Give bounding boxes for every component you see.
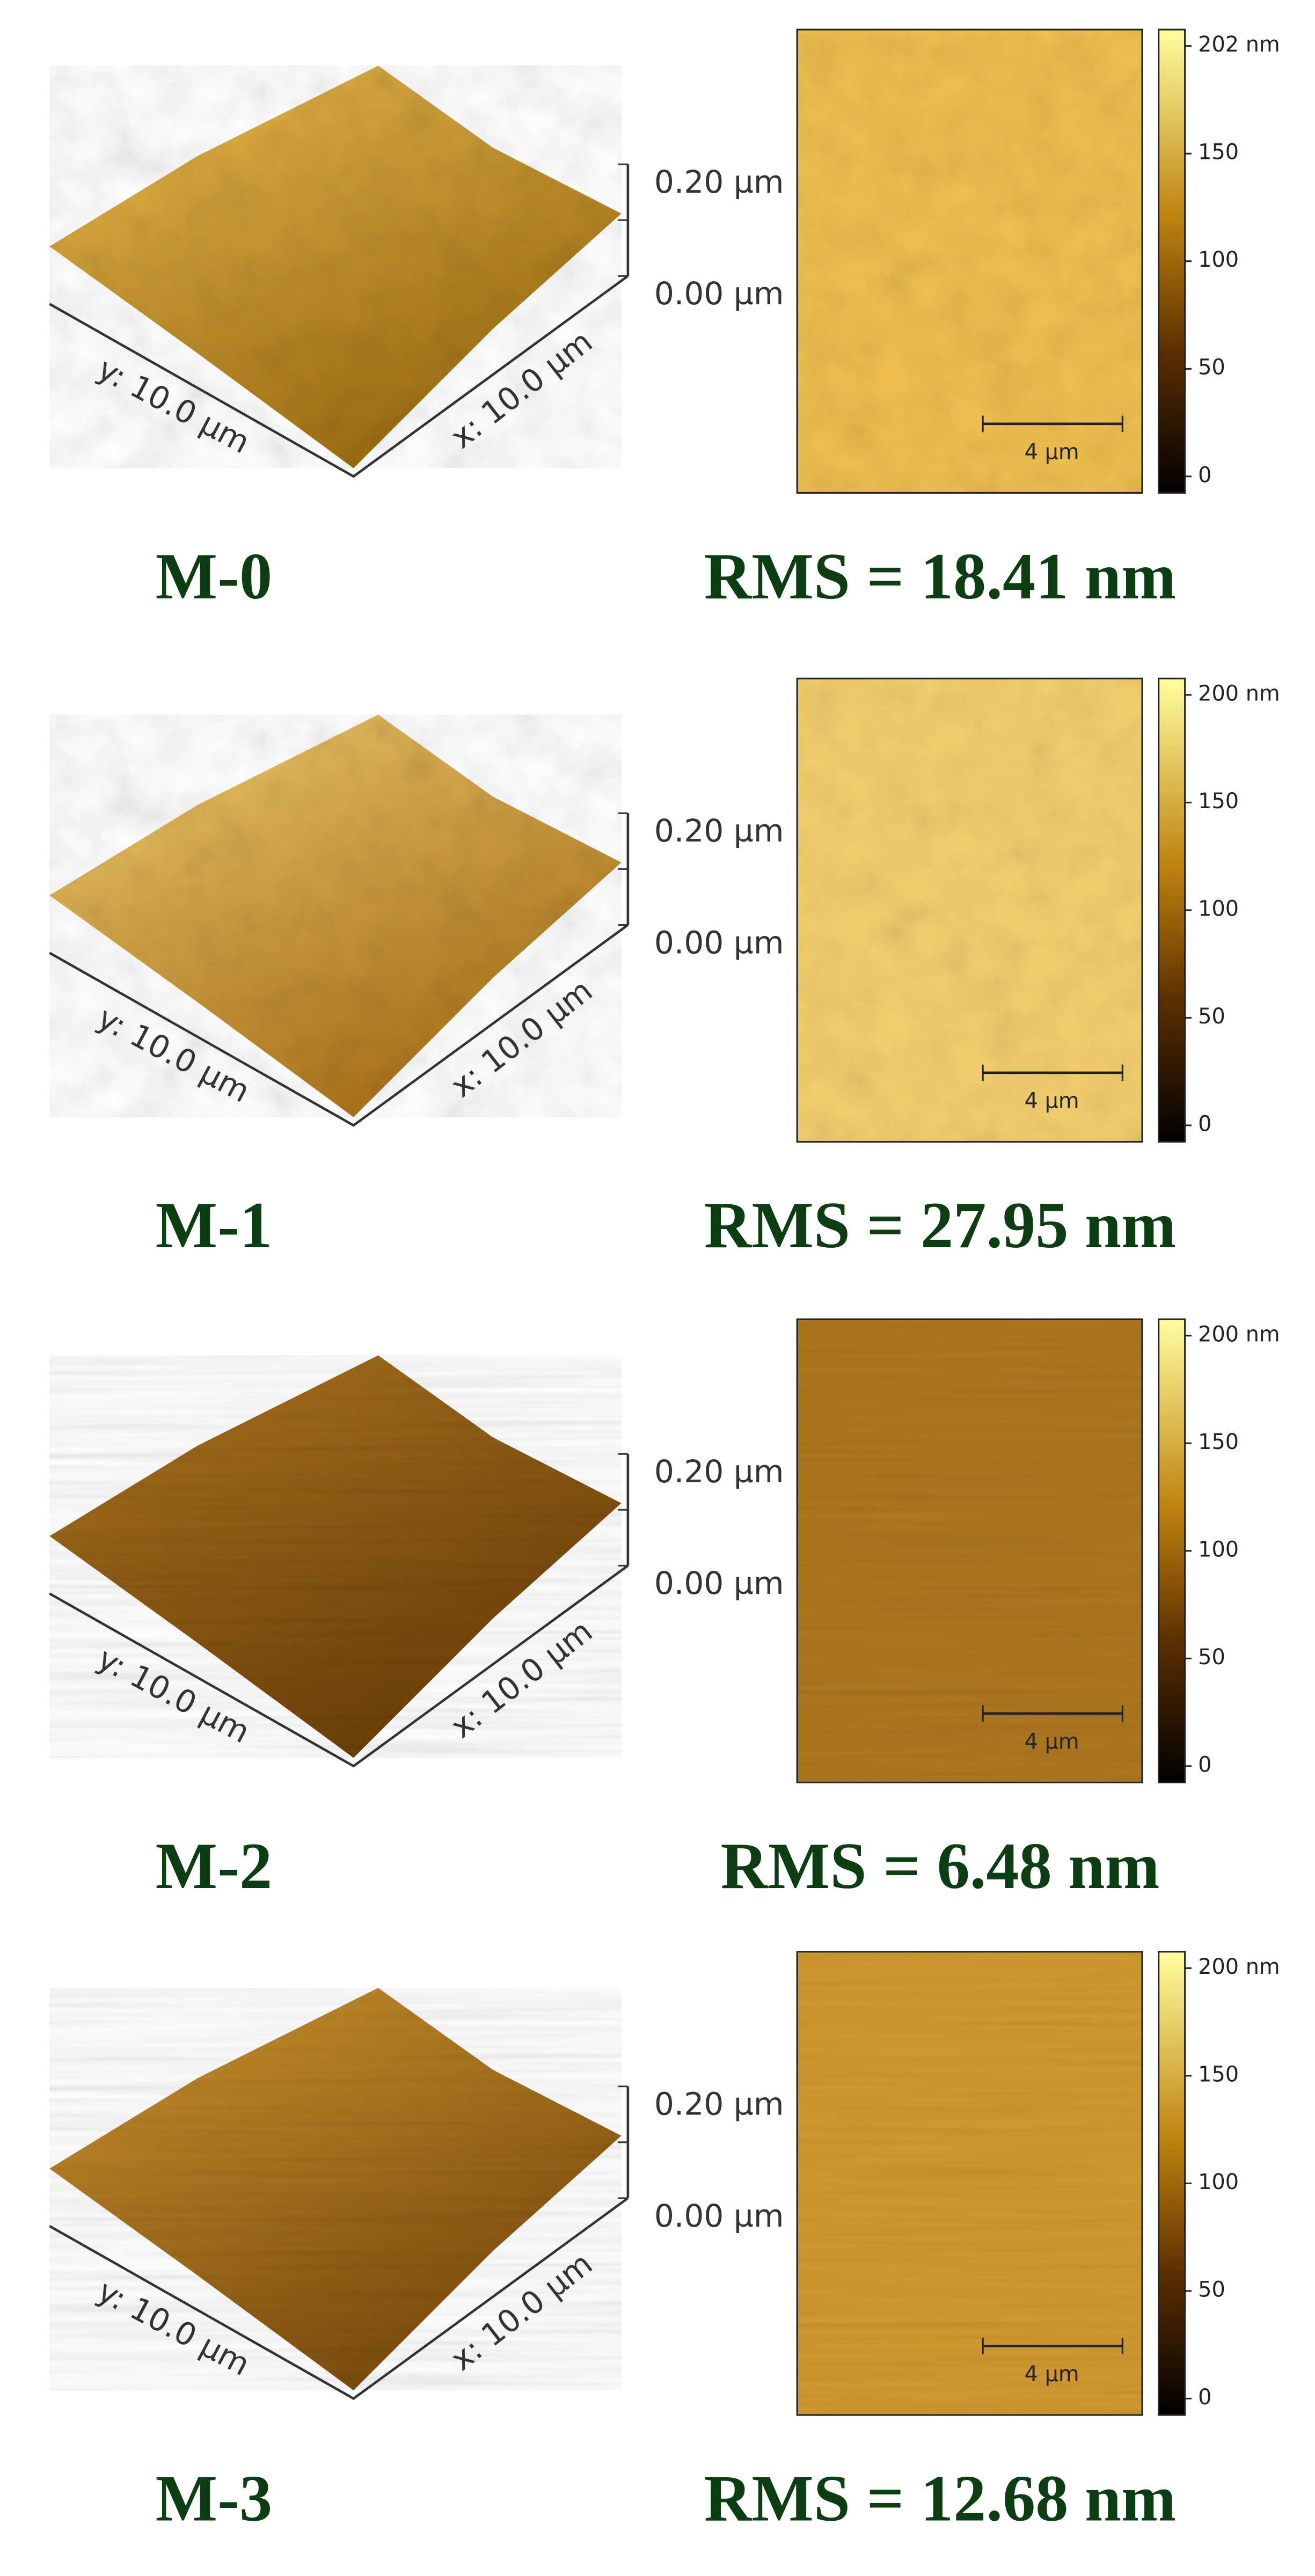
sample-label: M-2: [156, 1830, 273, 1902]
colorbar-label: 150: [1198, 789, 1239, 814]
scale-bar-label: 4 µm: [1025, 1089, 1079, 1114]
colorbar-label: 50: [1198, 355, 1225, 380]
colorbar-label: 100: [1198, 247, 1239, 272]
colorbar-label: 0: [1198, 1111, 1211, 1136]
z-label-top: 0.20 µm: [654, 2086, 784, 2123]
z-label-top: 0.20 µm: [654, 1453, 784, 1490]
surface-texture: [49, 65, 622, 469]
rms-label: RMS = 6.48 nm: [721, 1830, 1160, 1902]
surface-texture: [49, 714, 622, 1117]
image-texture: [797, 678, 1143, 1142]
colorbar-label: 50: [1198, 2277, 1225, 2302]
rms-label: RMS = 27.95 nm: [704, 1189, 1176, 1262]
surface-texture: [49, 1355, 622, 1758]
axis-3d: [49, 2197, 629, 2401]
colorbar-label: 150: [1198, 140, 1239, 165]
colorbar: [1158, 1951, 1186, 2416]
colorbar-label: 50: [1198, 1645, 1225, 1670]
afm-panel: 0.20 µm0.00 µmy: 10.0 µm x: 10.0 µm 4 µm20…: [49, 677, 1280, 1262]
sample-label: M-3: [156, 2462, 273, 2535]
axis-3d: [49, 1564, 629, 1768]
colorbar-label: 50: [1198, 1004, 1225, 1029]
colorbar-label: 150: [1198, 1430, 1239, 1454]
scale-bar-label: 4 µm: [1025, 440, 1079, 464]
scale-bar-label: 4 µm: [1025, 1729, 1079, 1754]
colorbar-label: 100: [1198, 1537, 1239, 1562]
rms-label: RMS = 12.68 nm: [704, 2462, 1176, 2535]
colorbar-label: 200 nm: [1198, 1955, 1280, 1979]
sample-label: M-0: [156, 540, 273, 613]
image-texture: [797, 1951, 1143, 2415]
afm-panel: 0.20 µm0.00 µmy: 10.0 µm x: 10.0 µm 4 µm20…: [49, 1318, 1280, 1902]
image-texture: [797, 1319, 1143, 1783]
colorbar-label: 100: [1198, 2170, 1239, 2194]
colorbar-label: 0: [1198, 463, 1211, 487]
surface-texture: [49, 1988, 622, 2391]
colorbar: [1158, 677, 1186, 1143]
z-label-bottom: 0.00 µm: [654, 924, 784, 961]
axis-3d: [49, 275, 629, 478]
colorbar-label: 150: [1198, 2062, 1239, 2087]
z-label-bottom: 0.00 µm: [654, 2198, 784, 2234]
colorbar-label: 0: [1198, 2385, 1211, 2410]
colorbar-label: 100: [1198, 896, 1239, 921]
rms-label: RMS = 18.41 nm: [704, 540, 1176, 613]
z-label-top: 0.20 µm: [654, 813, 784, 849]
colorbar-label: 200 nm: [1198, 1322, 1280, 1346]
z-label-bottom: 0.00 µm: [654, 275, 784, 312]
colorbar: [1158, 1318, 1186, 1783]
z-label-bottom: 0.00 µm: [654, 1565, 784, 1601]
afm-panel: 0.20 µm0.00 µmy: 10.0 µm x: 10.0 µm 4 µm20…: [49, 1951, 1280, 2535]
colorbar-label: 200 nm: [1198, 681, 1280, 706]
axis-3d: [49, 924, 629, 1127]
image-texture: [797, 30, 1143, 493]
colorbar-label: 0: [1198, 1752, 1211, 1777]
afm-panel: 0.20 µm0.00 µmy: 10.0 µm x: 10.0 µm 4 µm20…: [49, 28, 1280, 613]
z-label-top: 0.20 µm: [654, 164, 784, 200]
sample-label: M-1: [156, 1189, 273, 1262]
scale-bar-label: 4 µm: [1025, 2362, 1079, 2387]
colorbar: [1158, 28, 1186, 494]
colorbar-label: 202 nm: [1198, 32, 1280, 57]
